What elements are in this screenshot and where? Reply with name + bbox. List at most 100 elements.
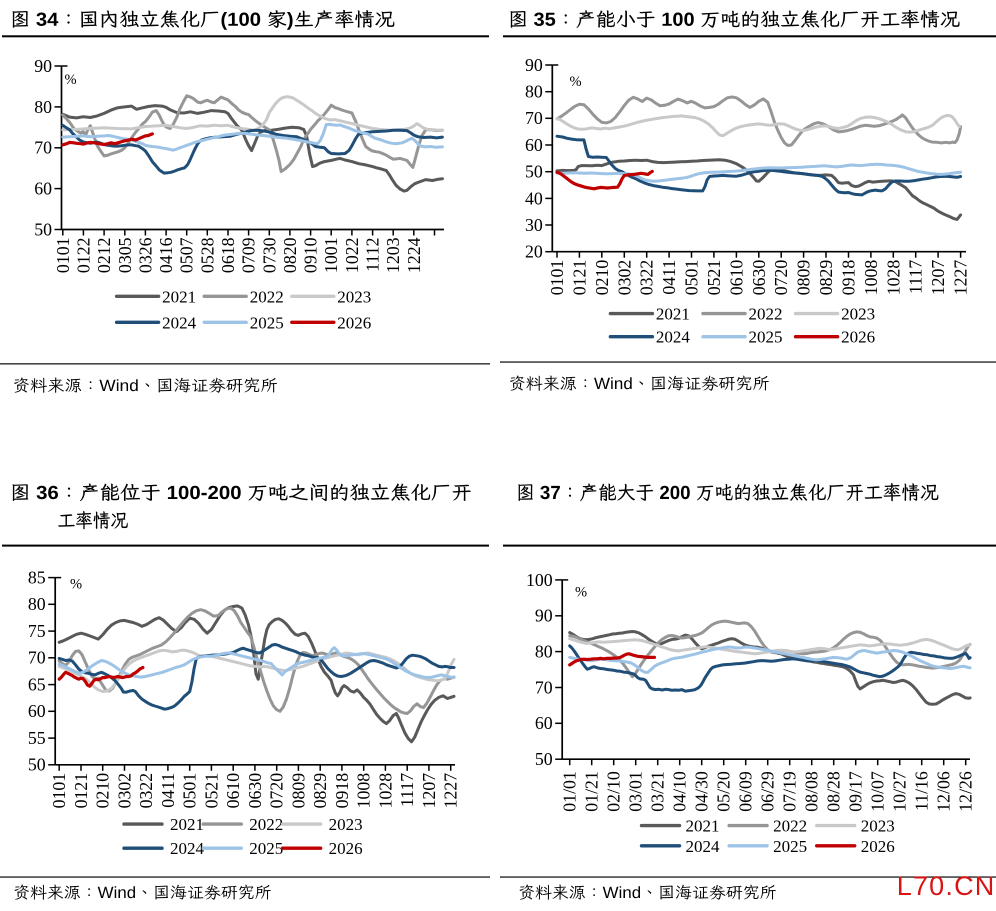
svg-text:2026: 2026	[337, 313, 371, 332]
svg-text:50: 50	[34, 219, 52, 239]
svg-text:1022: 1022	[342, 238, 362, 274]
svg-text:1117: 1117	[397, 773, 417, 807]
svg-text:0411: 0411	[659, 260, 679, 295]
svg-text:85: 85	[28, 568, 46, 588]
svg-text:05/20: 05/20	[714, 771, 734, 812]
svg-text:80: 80	[525, 82, 543, 102]
svg-text:1227: 1227	[441, 773, 461, 809]
svg-text:%: %	[70, 577, 82, 593]
svg-text:2021: 2021	[162, 287, 196, 306]
svg-text:90: 90	[525, 55, 543, 75]
svg-text:50: 50	[525, 162, 543, 182]
svg-text:1001: 1001	[321, 238, 341, 274]
svg-text:80: 80	[535, 642, 553, 662]
svg-text:0730: 0730	[259, 237, 279, 273]
svg-text:0809: 0809	[288, 773, 308, 809]
svg-text:04/10: 04/10	[670, 771, 690, 812]
svg-text:1028: 1028	[883, 260, 903, 296]
svg-text:60: 60	[525, 135, 543, 155]
svg-text:0610: 0610	[726, 260, 746, 296]
svg-text:0121: 0121	[71, 773, 91, 809]
svg-text:55: 55	[28, 728, 46, 748]
svg-text:0720: 0720	[267, 773, 287, 809]
svg-text:0101: 0101	[53, 238, 73, 274]
svg-text:60: 60	[34, 179, 52, 199]
svg-text:L70.CN: L70.CN	[897, 871, 996, 901]
svg-text:2021: 2021	[656, 305, 690, 324]
svg-text:0326: 0326	[135, 237, 155, 273]
svg-text:2025: 2025	[249, 839, 283, 858]
svg-text:04/30: 04/30	[692, 771, 712, 812]
svg-text:0322: 0322	[136, 773, 156, 809]
svg-text:0416: 0416	[156, 237, 176, 273]
svg-text:0829: 0829	[310, 773, 330, 809]
svg-text:0101: 0101	[547, 260, 567, 296]
svg-text:1008: 1008	[861, 260, 881, 296]
svg-text:70: 70	[34, 138, 52, 158]
svg-text:70: 70	[28, 648, 46, 668]
svg-text:2024: 2024	[686, 837, 721, 856]
svg-text:0101: 0101	[49, 773, 69, 809]
svg-text:60: 60	[28, 701, 46, 721]
svg-text:50: 50	[535, 749, 553, 769]
svg-text:80: 80	[34, 97, 52, 117]
svg-text:03/21: 03/21	[648, 771, 668, 812]
svg-text:0122: 0122	[73, 238, 93, 274]
svg-text:0630: 0630	[245, 773, 265, 809]
svg-text:2023: 2023	[337, 287, 371, 306]
svg-text:2022: 2022	[749, 305, 783, 324]
svg-text:1203: 1203	[383, 237, 403, 273]
svg-text:0918: 0918	[839, 260, 859, 296]
svg-text:07/19: 07/19	[780, 771, 800, 812]
svg-text:12/26: 12/26	[956, 771, 976, 812]
svg-text:2023: 2023	[841, 305, 875, 324]
svg-text:80: 80	[28, 594, 46, 614]
svg-text:0630: 0630	[749, 260, 769, 296]
svg-text:2026: 2026	[329, 839, 363, 858]
svg-text:2024: 2024	[170, 839, 205, 858]
svg-text:2026: 2026	[861, 837, 895, 856]
svg-text:0809: 0809	[794, 260, 814, 296]
svg-text:09/17: 09/17	[846, 771, 866, 812]
svg-text:0507: 0507	[177, 237, 197, 273]
svg-text:2023: 2023	[861, 817, 895, 836]
svg-text:0501: 0501	[180, 773, 200, 809]
svg-text:0212: 0212	[94, 238, 114, 274]
svg-text:65: 65	[28, 675, 46, 695]
svg-text:2022: 2022	[249, 815, 283, 834]
svg-text:0528: 0528	[197, 237, 217, 273]
svg-text:0305: 0305	[115, 237, 135, 273]
svg-text:0618: 0618	[218, 237, 238, 273]
svg-text:0210: 0210	[592, 260, 612, 296]
svg-text:0610: 0610	[223, 773, 243, 809]
svg-text:50: 50	[28, 755, 46, 775]
svg-text:0302: 0302	[114, 773, 134, 809]
svg-text:03/01: 03/01	[626, 771, 646, 812]
svg-text:1112: 1112	[363, 238, 383, 272]
svg-text:0720: 0720	[771, 260, 791, 296]
svg-text:1207: 1207	[928, 260, 948, 296]
svg-text:1207: 1207	[419, 773, 439, 809]
svg-text:01/21: 01/21	[582, 771, 602, 812]
svg-text:1008: 1008	[354, 773, 374, 809]
svg-text:10/07: 10/07	[868, 771, 888, 812]
svg-text:2025: 2025	[749, 328, 783, 347]
svg-text:70: 70	[535, 677, 553, 697]
svg-text:70: 70	[525, 108, 543, 128]
svg-text:0829: 0829	[816, 260, 836, 296]
svg-text:0302: 0302	[614, 260, 634, 296]
svg-text:06/09: 06/09	[736, 771, 756, 812]
svg-text:%: %	[575, 585, 587, 601]
svg-text:90: 90	[535, 606, 553, 626]
svg-text:11/16: 11/16	[912, 771, 932, 811]
svg-text:100: 100	[526, 570, 553, 590]
svg-text:90: 90	[34, 56, 52, 76]
svg-text:2024: 2024	[656, 328, 691, 347]
svg-text:%: %	[65, 72, 77, 88]
svg-text:75: 75	[28, 621, 46, 641]
svg-text:01/01: 01/01	[560, 771, 580, 812]
svg-text:2021: 2021	[686, 817, 720, 836]
svg-text:30: 30	[525, 215, 543, 235]
svg-text:1227: 1227	[951, 260, 971, 296]
svg-text:60: 60	[535, 713, 553, 733]
